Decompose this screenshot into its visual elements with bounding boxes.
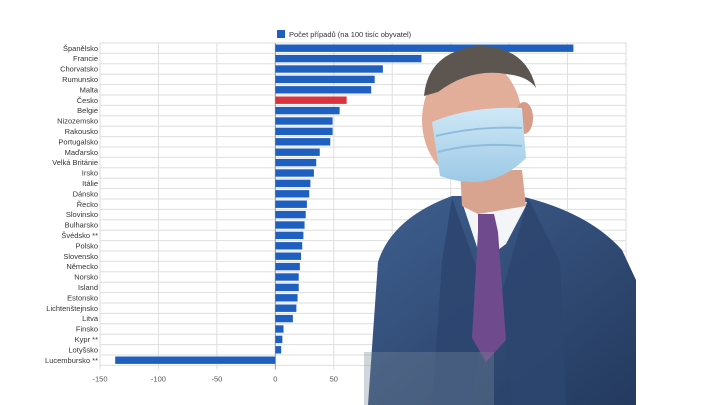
bar-25 <box>275 304 297 312</box>
category-label: Norsko <box>74 273 98 282</box>
x-tick-label: -50 <box>211 374 222 383</box>
category-label: Island <box>78 283 98 292</box>
category-label: Nizozemsko <box>57 117 98 126</box>
bar-27 <box>275 325 284 333</box>
legend-swatch <box>277 30 285 38</box>
bar-6 <box>275 106 340 115</box>
bar-20 <box>275 252 302 260</box>
bar-22 <box>275 273 299 281</box>
bar-7 <box>275 117 333 125</box>
category-label: Finsko <box>76 325 98 334</box>
category-label: Irsko <box>82 169 98 178</box>
category-label: Řecko <box>77 200 98 209</box>
category-label: Belgie <box>77 106 98 115</box>
category-label: Polsko <box>75 241 98 250</box>
category-label: Litva <box>82 314 99 323</box>
bar-16 <box>275 210 306 219</box>
category-label: Portugalsko <box>58 137 98 146</box>
bar-18 <box>275 231 304 240</box>
bar-28 <box>275 335 283 344</box>
bar-24 <box>275 294 298 302</box>
bar-2 <box>275 65 383 73</box>
category-label: Chorvatsko <box>60 65 98 74</box>
legend-label: Počet případů (na 100 tisíc obyvatel) <box>289 30 412 39</box>
bar-1 <box>275 54 422 63</box>
bars <box>115 44 574 364</box>
category-label: Estonsko <box>67 293 98 302</box>
category-label: Malta <box>80 85 99 94</box>
bar-9 <box>275 138 331 146</box>
category-label: Lucembursko ** <box>45 356 98 365</box>
x-tick-label: 50 <box>330 374 338 383</box>
x-tick-label: -100 <box>151 374 166 383</box>
category-label: Rumunsko <box>62 75 98 84</box>
bar-8 <box>275 127 333 136</box>
bar-23 <box>275 283 299 292</box>
bar-10 <box>275 148 320 156</box>
bar-15 <box>275 200 307 208</box>
bar-3 <box>275 75 375 84</box>
category-label: Česko <box>77 96 98 105</box>
bar-26 <box>275 314 293 323</box>
category-label: Rakousko <box>65 127 98 136</box>
bar-30 <box>115 356 276 364</box>
category-label: Španělsko <box>63 44 98 53</box>
bar-5 <box>275 96 347 104</box>
bar-12 <box>275 169 314 177</box>
bar-29 <box>275 346 282 354</box>
bar-17 <box>275 221 305 229</box>
category-label: Švédsko ** <box>61 231 98 240</box>
category-label: Lotyšsko <box>68 345 98 354</box>
category-label: Slovensko <box>63 252 98 261</box>
legend: Počet případů (na 100 tisíc obyvatel) <box>277 30 412 39</box>
person-photo <box>364 46 636 405</box>
bar-21 <box>275 262 300 271</box>
x-tick-label: -150 <box>92 374 107 383</box>
category-label: Slovinsko <box>66 210 98 219</box>
bar-0 <box>275 44 574 52</box>
bar-19 <box>275 242 303 250</box>
bar-4 <box>275 86 372 94</box>
category-label: Velká Británie <box>52 158 98 167</box>
category-label: Lichtenštejnsko <box>46 304 98 313</box>
bar-13 <box>275 179 311 188</box>
x-tick-label: 0 <box>273 374 277 383</box>
category-label: Kypr ** <box>75 335 98 344</box>
category-label: Bulharsko <box>65 221 98 230</box>
category-label: Itálie <box>82 179 98 188</box>
category-label: Francie <box>73 54 98 63</box>
category-label: Maďarsko <box>65 148 98 157</box>
bar-11 <box>275 158 317 167</box>
bar-14 <box>275 190 310 198</box>
category-label: Dánsko <box>73 189 98 198</box>
category-label: Německo <box>66 262 98 271</box>
